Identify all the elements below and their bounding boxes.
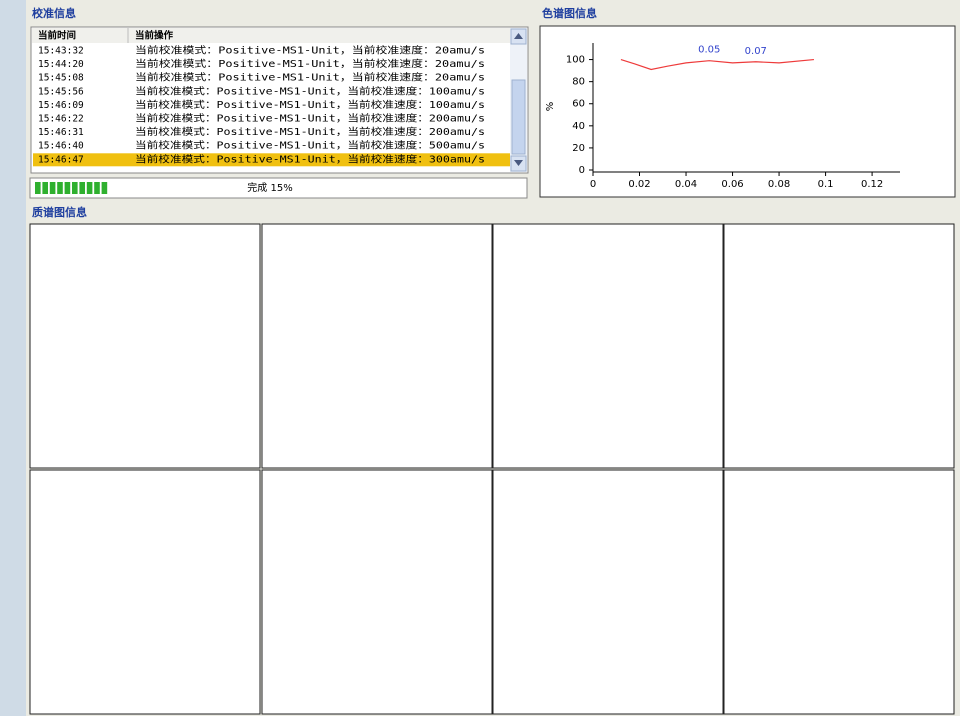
side-strip <box>0 0 26 716</box>
chart-frame <box>261 223 493 469</box>
peak-label: 0.07 <box>745 46 767 57</box>
cell: 当前校准模式：Positive-MS1-Unit，当前校准速度：100amu/s <box>135 85 485 97</box>
data-line <box>620 58 815 71</box>
table-frame <box>30 26 529 174</box>
progress-block <box>42 182 48 194</box>
progress-block <box>64 182 71 194</box>
column-header: 当前操作 <box>135 30 174 42</box>
cell: 当前校准模式：Positive-MS1-Unit，当前校准速度：20amu/s <box>135 45 485 57</box>
section-title: 色谱图信息 <box>542 6 597 20</box>
section-title: 校准信息 <box>32 6 76 20</box>
cell: 15:44:20 <box>38 59 84 70</box>
cell: 当前校准模式：Positive-MS1-Unit，当前校准速度：100amu/s <box>135 99 485 111</box>
section-title: 质谱图信息 <box>32 205 87 219</box>
chart-frame <box>29 469 261 715</box>
y-axis-label: % <box>545 102 556 112</box>
x-tick-label: 0.12 <box>861 179 883 190</box>
cell: 15:46:22 <box>38 114 84 125</box>
selected-row <box>33 153 510 167</box>
scroll-thumb[interactable] <box>511 79 526 155</box>
x-tick-label: 0.02 <box>628 179 650 190</box>
progress-block <box>101 182 108 194</box>
cell: 15:46:40 <box>38 141 84 152</box>
peak-label: 0.05 <box>698 45 720 56</box>
cell: 15:45:08 <box>38 73 84 84</box>
y-tick-label: 60 <box>572 99 585 110</box>
cell: 当前校准模式：Positive-MS1-Unit，当前校准速度：500amu/s <box>135 140 485 152</box>
progress-block <box>49 182 56 194</box>
x-tick-label: 0.04 <box>675 179 697 190</box>
y-tick-label: 0 <box>579 165 585 176</box>
cell: 当前校准模式：Positive-MS1-Unit，当前校准速度：200amu/s <box>135 126 485 138</box>
progress-text: 完成 15% <box>247 181 292 194</box>
progress-block <box>79 182 85 194</box>
chart-frame <box>539 25 956 198</box>
cell: 当前校准模式：Positive-MS1-Unit，当前校准速度：200amu/s <box>135 113 485 125</box>
progress-block <box>57 182 63 194</box>
progress-block <box>86 182 93 194</box>
column-header: 当前时间 <box>38 30 76 42</box>
y-tick-label: 80 <box>572 77 585 88</box>
progress-bar <box>29 177 528 199</box>
chart-frame <box>723 223 955 469</box>
progress-block <box>94 182 100 194</box>
x-tick-label: 0.06 <box>721 179 743 190</box>
cell: 当前校准模式：Positive-MS1-Unit，当前校准速度：20amu/s <box>135 58 485 70</box>
cell: 15:45:56 <box>38 86 84 97</box>
x-tick-label: 0.1 <box>818 179 834 190</box>
y-tick-label: 40 <box>572 121 585 132</box>
x-tick-label: 0 <box>590 179 596 190</box>
chart-frame <box>261 469 493 715</box>
x-tick-label: 0.08 <box>768 179 790 190</box>
chart-frame <box>723 469 955 715</box>
chart-frame <box>492 469 724 715</box>
cell: 当前校准模式：Positive-MS1-Unit，当前校准速度：300amu/s <box>135 153 485 165</box>
y-tick-label: 100 <box>566 55 585 66</box>
cell: 15:46:47 <box>38 154 84 165</box>
progress-block <box>72 182 78 194</box>
chart-frame <box>492 223 724 469</box>
table-header <box>32 28 510 43</box>
cell: 15:46:09 <box>38 100 84 111</box>
progress-fill <box>35 182 108 194</box>
chart-frame <box>29 223 261 469</box>
cell: 15:43:32 <box>38 46 84 57</box>
cell: 当前校准模式：Positive-MS1-Unit，当前校准速度：20amu/s <box>135 72 485 84</box>
y-tick-label: 20 <box>572 143 585 154</box>
cell: 15:46:31 <box>38 127 84 138</box>
progress-block <box>35 182 41 194</box>
